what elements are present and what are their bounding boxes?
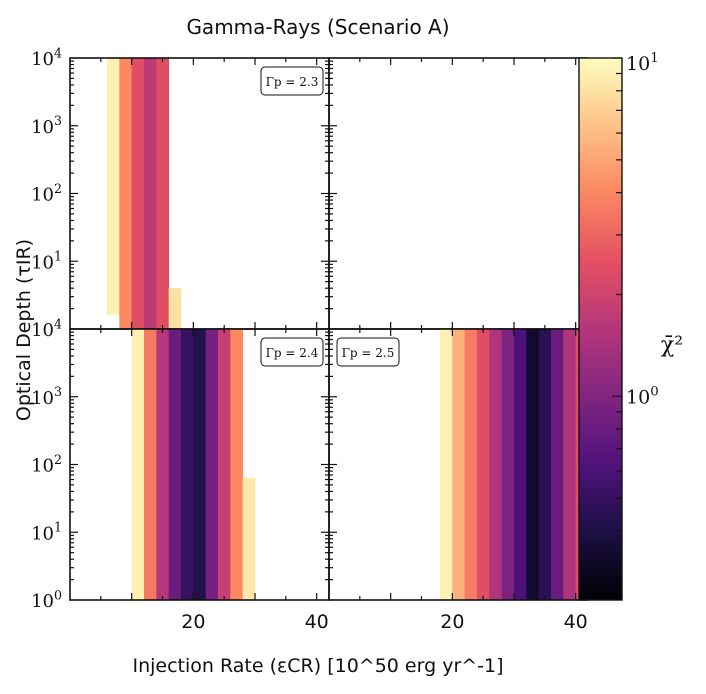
panel-frame	[328, 57, 589, 330]
x-tick-labels: 20 40	[440, 611, 588, 633]
x-tick-label: 40	[305, 611, 329, 633]
heatmap-column	[452, 329, 466, 600]
heatmap-column	[514, 329, 527, 600]
heatmap-column	[119, 58, 133, 329]
x-ticks	[359, 329, 577, 600]
panel-2	[328, 57, 589, 330]
heatmap-column	[205, 329, 219, 600]
x-ticks	[359, 58, 577, 329]
heatmap-column	[107, 58, 120, 316]
y-ticks	[329, 60, 588, 310]
panel-label-text: Γp = 2.5	[342, 346, 395, 360]
panel-label-box	[260, 66, 324, 96]
colorbar-ticks	[612, 57, 622, 574]
panel-label: Γp = 2.4	[260, 337, 324, 367]
y-tick-label: 100	[31, 587, 62, 612]
heatmap-column	[501, 329, 515, 600]
heatmap-column	[131, 329, 145, 600]
x-axis-label: Injection Rate (εCR) [10^50 erg yr^-1]	[132, 655, 503, 677]
x-tick-label: 40	[564, 611, 588, 633]
heatmap-column	[218, 329, 231, 600]
heatmap-column	[551, 329, 564, 600]
heatmap-column	[563, 329, 577, 600]
colorbar-frame	[578, 57, 623, 601]
colorbar: 101 100 χ̄²	[578, 51, 683, 601]
panel-label: Γp = 2.3	[260, 66, 324, 96]
y-tick-label: 103	[31, 113, 62, 138]
heatmap-column	[144, 329, 157, 600]
heatmap-cells	[440, 329, 588, 600]
colorbar-gradient	[579, 58, 622, 600]
y-tick-label: 102	[31, 181, 62, 206]
heatmap-column	[526, 329, 540, 600]
x-ticks	[100, 329, 318, 600]
panel-4: Γp = 2.520 40	[328, 328, 589, 633]
panel-label-box	[260, 337, 324, 367]
y-tick-labels: 101 102 103 104	[31, 45, 62, 273]
heatmap-column	[156, 329, 170, 600]
heatmap-column	[489, 329, 503, 600]
heatmap-column	[242, 478, 256, 600]
colorbar-tick-label: 100	[626, 384, 659, 408]
heatmap-column	[464, 329, 478, 600]
x-tick-label: 20	[181, 611, 205, 633]
heatmap-column	[477, 329, 490, 600]
colorbar-tick-label: 101	[626, 51, 659, 75]
y-tick-label: 101	[31, 520, 62, 545]
panel-label-text: Γp = 2.3	[266, 75, 319, 89]
y-tick-label: 104	[31, 45, 62, 70]
y-tick-label: 102	[31, 452, 62, 477]
heatmap-column	[131, 58, 145, 329]
y-tick-label: 101	[31, 249, 62, 274]
heatmap-cells	[131, 329, 256, 600]
y-axis-label: Optical Depth (τIR)	[13, 239, 35, 421]
panels-group: Γp = 2.3 101 102 103 104 Γp = 2.4 100 101 102 103…	[31, 45, 589, 633]
colorbar-tick-labels: 101 100	[626, 51, 659, 408]
heatmap-column	[440, 329, 453, 600]
panel-label-text: Γp = 2.4	[266, 346, 319, 360]
heatmap-column	[181, 329, 194, 600]
y-tick-label: 104	[31, 316, 62, 341]
heatmap-column	[144, 58, 157, 329]
heatmap-column	[168, 329, 182, 600]
heatmap-column	[538, 329, 552, 600]
heatmap-column	[193, 329, 207, 600]
y-tick-label: 103	[31, 384, 62, 409]
heatmap-column	[230, 329, 244, 600]
panel-label-box	[336, 337, 400, 367]
colorbar-label: χ̄²	[661, 333, 683, 358]
panel-label: Γp = 2.5	[336, 337, 400, 367]
heatmap-column	[156, 58, 170, 329]
x-tick-labels: 20 40	[181, 611, 329, 633]
y-tick-labels: 100 101 102 103 104	[31, 316, 62, 612]
heatmap-cells	[107, 58, 182, 329]
heatmap-column	[168, 288, 182, 329]
panel-1: Γp = 2.3 101 102 103 104	[31, 45, 330, 330]
chart-title: Gamma-Rays (Scenario A)	[186, 15, 449, 39]
x-tick-label: 20	[440, 611, 464, 633]
